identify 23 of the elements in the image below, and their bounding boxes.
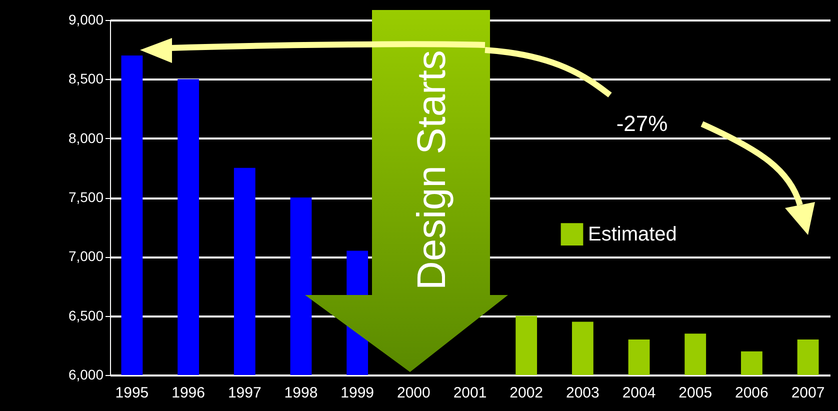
y-tick-label: 9,000 <box>68 12 104 28</box>
x-tick-label: 1995 <box>115 384 149 402</box>
legend-label: Estimated <box>588 223 677 246</box>
x-tick-label: 2007 <box>791 384 825 402</box>
x-tick-label: 1998 <box>284 384 318 402</box>
annotation: Design Starts <box>410 50 454 290</box>
x-tick-label: 1997 <box>228 384 262 402</box>
x-tick-label: 1999 <box>340 384 374 402</box>
x-tick-label: 1996 <box>172 384 205 402</box>
x-tick-label: 2002 <box>510 384 544 402</box>
y-tick-label: 8,500 <box>68 70 104 87</box>
y-tick-label: 7,500 <box>68 189 104 205</box>
annotation: -27% <box>616 111 668 136</box>
x-tick-label: 2000 <box>396 384 430 402</box>
y-tick-label: 7,000 <box>68 248 104 264</box>
x-tick-label: 2004 <box>622 384 656 402</box>
x-tick-label: 2005 <box>678 384 712 402</box>
x-tick-label: 2001 <box>453 384 487 402</box>
y-tick-label: 6,500 <box>68 307 104 324</box>
x-tick-label: 2006 <box>735 384 768 402</box>
y-tick-label: 6,000 <box>68 366 104 382</box>
x-tick-label: 2003 <box>566 384 600 402</box>
y-tick-label: 8,000 <box>68 130 104 146</box>
